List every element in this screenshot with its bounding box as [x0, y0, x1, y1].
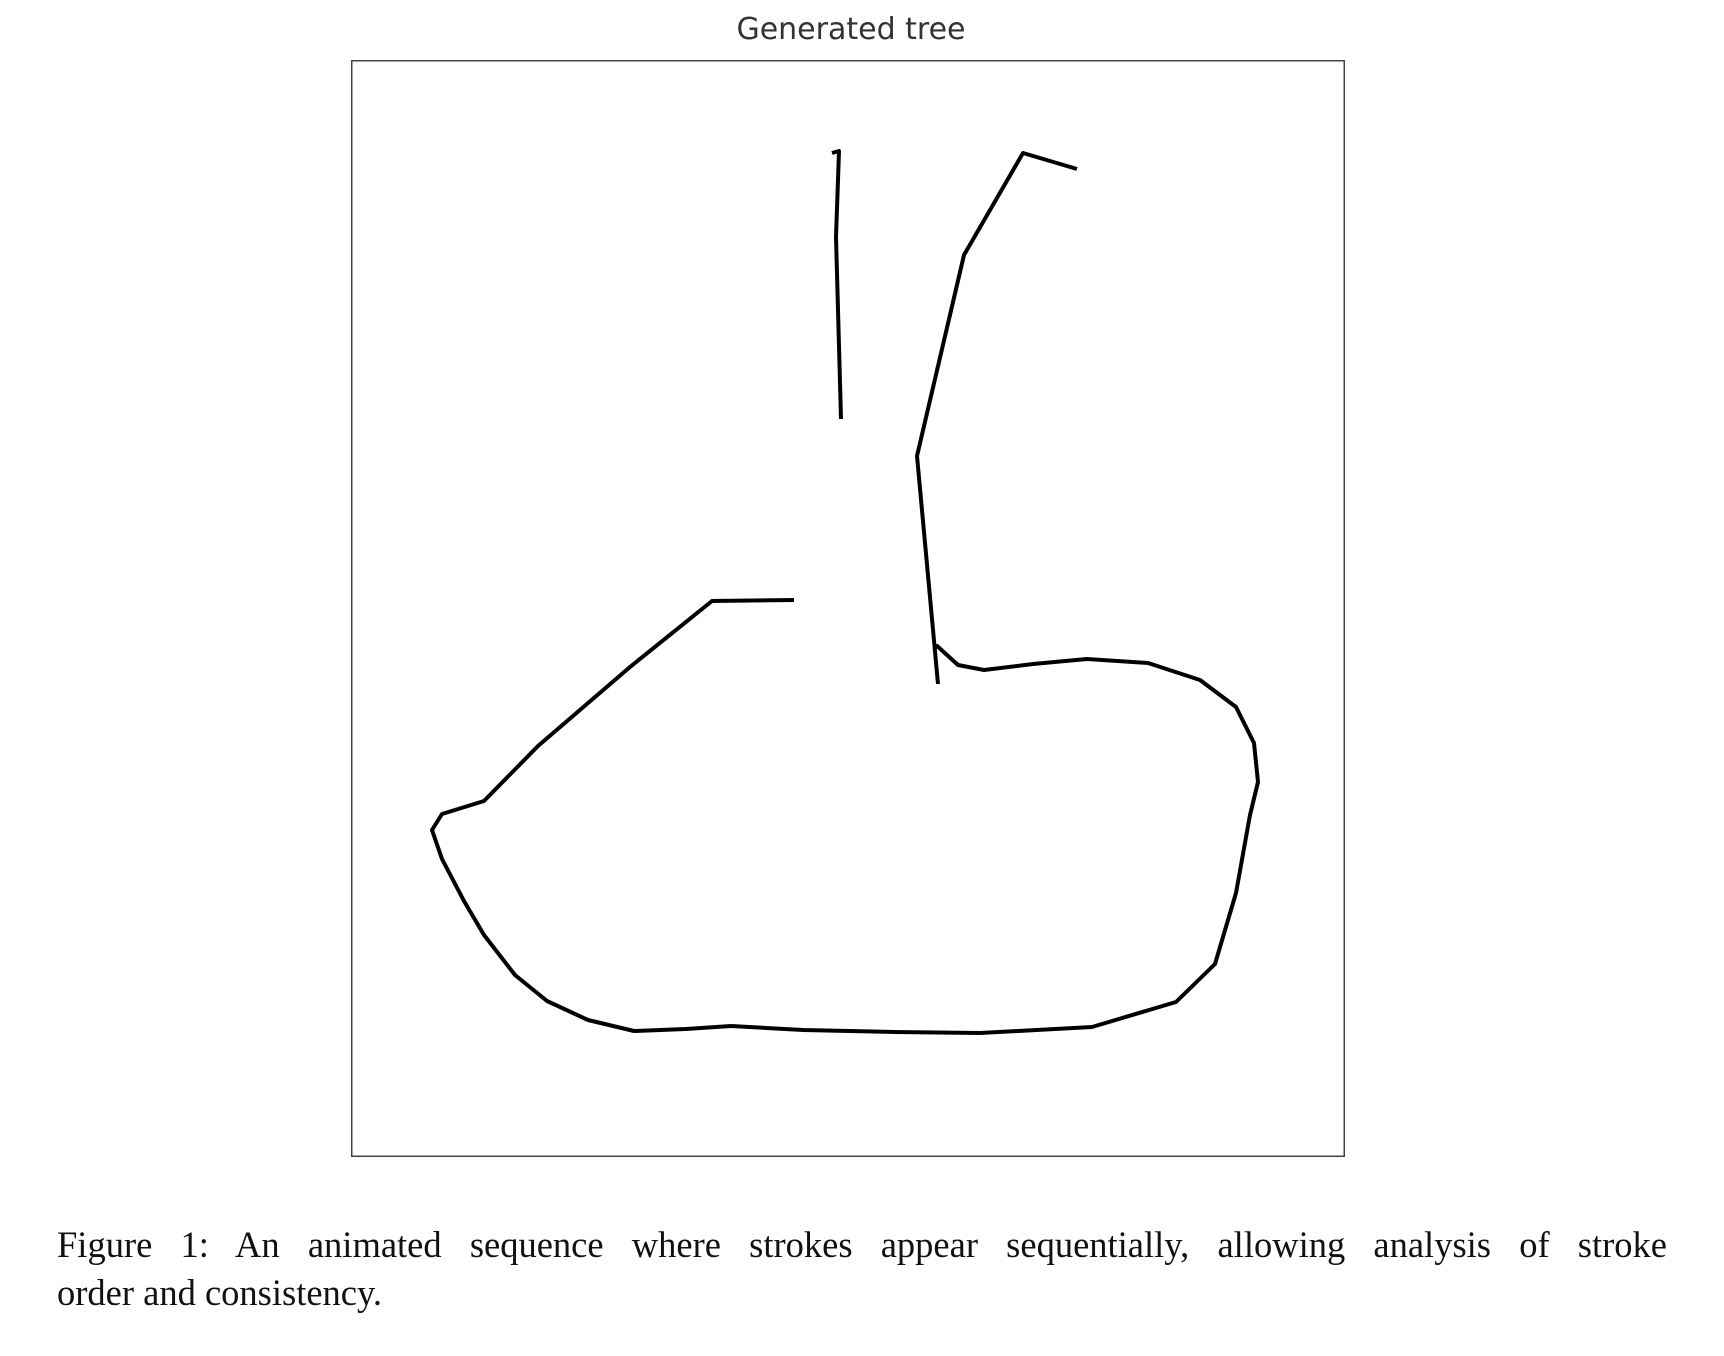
drawing-panel — [351, 60, 1345, 1157]
stroke-crown-outline — [430, 598, 1260, 1035]
figure-title: Generated tree — [736, 12, 966, 47]
drawing-svg — [351, 60, 1345, 1157]
stroke-right-trunk — [915, 151, 1078, 685]
caption-line-2: order and consistency. — [57, 1272, 383, 1313]
stroke-left-trunk — [831, 149, 843, 420]
figure-caption: Figure 1: An animated sequence where str… — [57, 1221, 1667, 1317]
caption-line-1: Figure 1: An animated sequence where str… — [57, 1224, 1667, 1265]
plot-frame — [351, 60, 1345, 1157]
